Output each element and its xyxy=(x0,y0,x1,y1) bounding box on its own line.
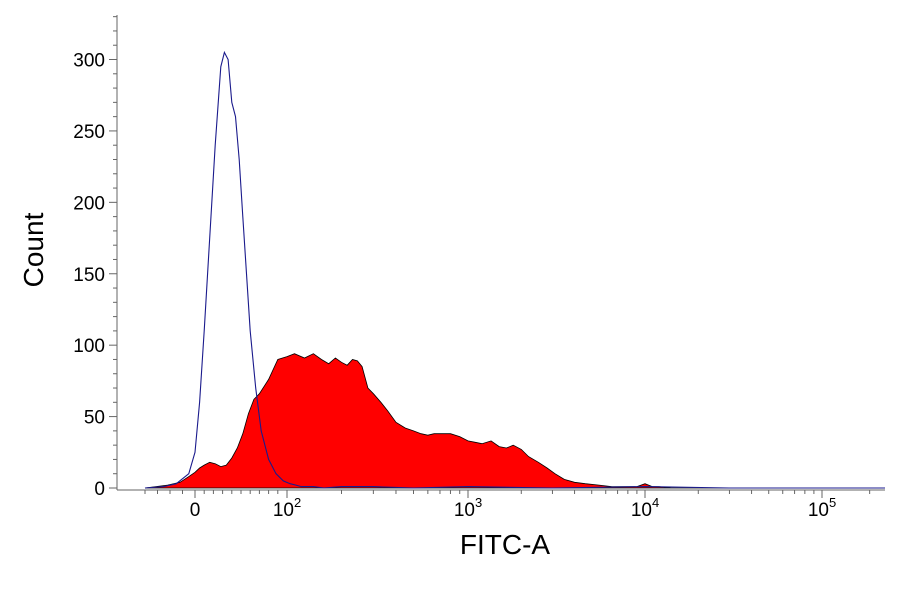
x-axis-label: FITC-A xyxy=(460,529,551,560)
y-tick-label: 50 xyxy=(84,408,105,429)
x-tick-label: 0 xyxy=(190,500,201,521)
outline-histogram-series xyxy=(144,50,885,489)
y-tick-label: 150 xyxy=(73,265,105,286)
plot-series xyxy=(144,50,885,489)
x-tick-label: 102 xyxy=(273,495,301,521)
y-tick-label: 250 xyxy=(73,122,105,143)
y-tick-label: 0 xyxy=(94,479,105,500)
y-tick-label: 200 xyxy=(73,193,105,214)
y-axis-label: Count xyxy=(18,212,49,287)
y-tick-label: 300 xyxy=(73,51,105,72)
filled-histogram-series xyxy=(144,353,885,489)
y-tick-label: 100 xyxy=(73,336,105,357)
axes xyxy=(109,15,885,498)
x-tick-label: 105 xyxy=(808,495,836,521)
x-tick-label: 103 xyxy=(454,495,482,521)
tick-labels: 0 50 100 150 200 250 300 0 102 103 104 105 xyxy=(73,51,836,521)
x-tick-label: 104 xyxy=(631,495,659,521)
